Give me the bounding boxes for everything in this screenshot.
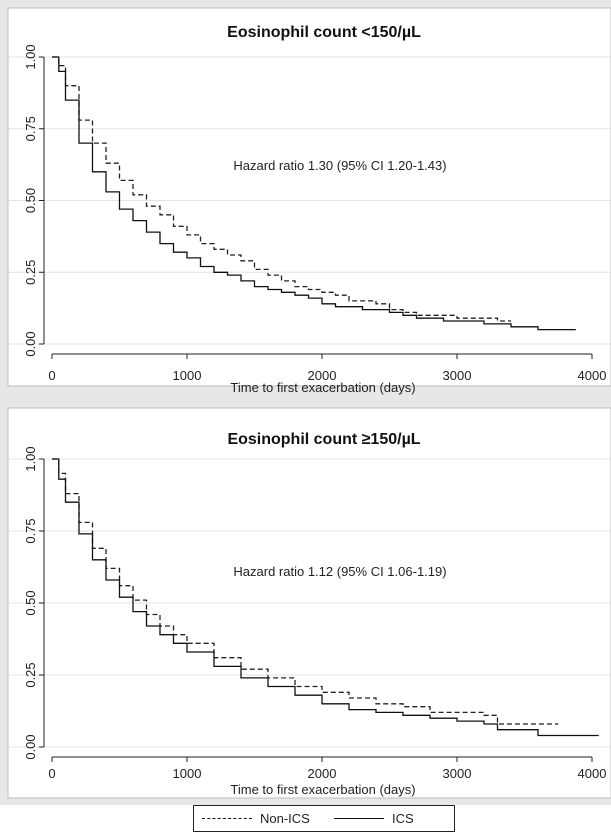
km-chart-eos-high: 0.00 0.25 0.50 0.75 1.00 0 1000 2000 3000 4000 Tim… <box>0 400 611 805</box>
x-tick-label: 3000 <box>443 766 472 781</box>
legend-item-ics: ICS <box>334 811 414 826</box>
series-non-ics-line <box>52 458 559 725</box>
legend-label: ICS <box>392 811 414 826</box>
legend-label: Non-ICS <box>260 811 310 826</box>
y-tick-label: 0.75 <box>23 518 38 543</box>
x-tick-label: 4000 <box>578 766 607 781</box>
chart-title: Eosinophil count ≥150/µL <box>227 431 420 448</box>
x-tick-label: 1000 <box>173 766 202 781</box>
y-tick-label: 1.00 <box>23 44 38 69</box>
x-tick-label: 3000 <box>443 368 472 383</box>
y-tick-label: 0.50 <box>23 590 38 615</box>
y-tick-label: 0.00 <box>23 331 38 356</box>
x-tick-label: 0 <box>48 766 55 781</box>
y-tick-label: 0.25 <box>23 662 38 687</box>
y-tick-label: 0.25 <box>23 260 38 285</box>
plot-area <box>7 7 611 387</box>
chart-title: Eosinophil count <150/µL <box>227 24 421 41</box>
y-tick-label: 1.00 <box>23 446 38 471</box>
x-tick-label: 2000 <box>308 766 337 781</box>
series-non-ics-line <box>52 56 511 322</box>
x-axis-label: Time to first exacerbation (days) <box>230 782 415 797</box>
x-tick-label: 2000 <box>308 368 337 383</box>
hazard-ratio-annotation: Hazard ratio 1.30 (95% CI 1.20-1.43) <box>233 158 446 173</box>
legend-item-non-ics: Non-ICS <box>202 811 310 826</box>
x-tick-label: 4000 <box>578 368 607 383</box>
legend-swatch-solid <box>334 818 384 819</box>
series-ics-line <box>52 56 576 331</box>
title-box <box>168 420 480 456</box>
y-tick-label: 0.00 <box>23 734 38 759</box>
title-box <box>168 14 480 48</box>
km-chart-eos-low: 0.00 0.25 0.50 0.75 1.00 0 1000 2000 3000 4000 Tim… <box>0 0 611 400</box>
legend: Non-ICS ICS <box>193 805 455 832</box>
legend-swatch-dashed <box>202 818 252 819</box>
x-tick-label: 1000 <box>173 368 202 383</box>
y-tick-label: 0.50 <box>23 188 38 213</box>
x-tick-label: 0 <box>48 368 55 383</box>
y-tick-label: 0.75 <box>23 116 38 141</box>
hazard-ratio-annotation: Hazard ratio 1.12 (95% CI 1.06-1.19) <box>233 564 446 579</box>
x-axis-label: Time to first exacerbation (days) <box>230 380 415 395</box>
series-ics-line <box>52 458 599 737</box>
